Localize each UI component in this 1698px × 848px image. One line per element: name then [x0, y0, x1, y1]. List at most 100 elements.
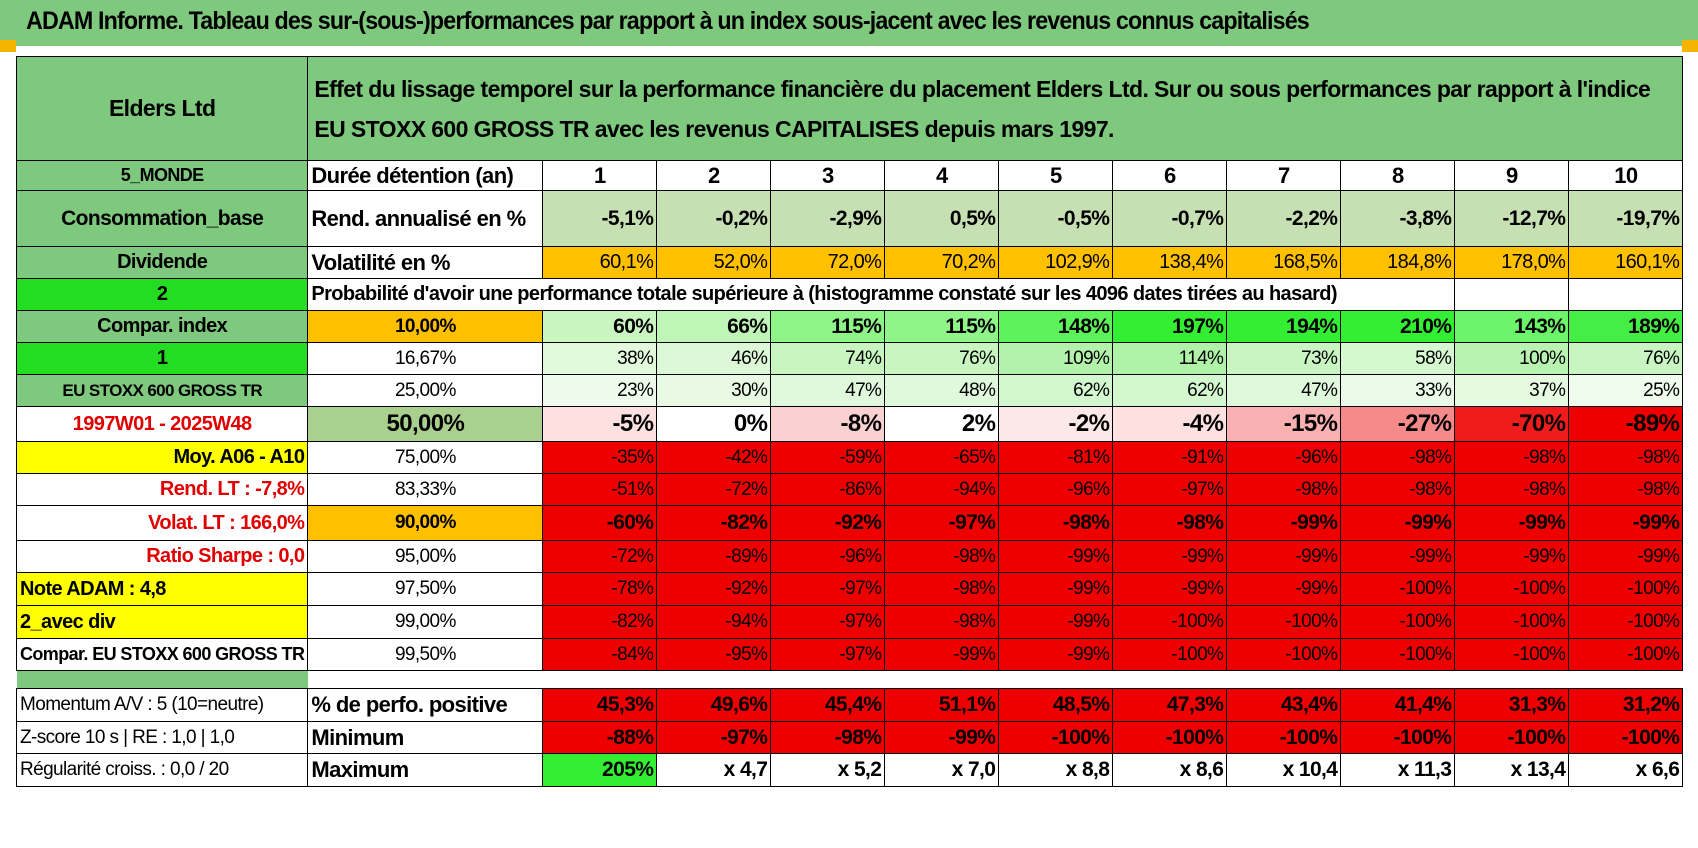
bottom-value: -98%: [770, 721, 886, 754]
vol-value: 168,5%: [1226, 246, 1342, 279]
quantile-value: -60%: [542, 505, 658, 541]
quantile-value: -100%: [1340, 572, 1456, 606]
quantile-level: 16,67%: [307, 342, 544, 375]
quantile-value: 109%: [998, 342, 1114, 375]
quantile-level: 75,00%: [307, 441, 544, 474]
vol-value: 72,0%: [770, 246, 886, 279]
empty-cell: [1454, 278, 1570, 311]
quantile-value: -99%: [998, 638, 1114, 671]
year-header: 6: [1112, 160, 1228, 191]
quantile-value: 62%: [1112, 374, 1228, 407]
year-header: 7: [1226, 160, 1342, 191]
quantile-value: -97%: [884, 505, 1000, 541]
quantile-value: -98%: [1568, 441, 1684, 474]
period-label: 1997W01 - 2025W48: [15, 406, 309, 442]
quantile-value: -100%: [1112, 638, 1228, 671]
quantile-value: -2%: [998, 406, 1114, 442]
bottom-value: -100%: [1454, 721, 1570, 754]
bottom-row-label: Minimum: [307, 721, 544, 754]
quantile-level: 99,00%: [307, 605, 544, 639]
quantile-value: -97%: [770, 605, 886, 639]
quantile-value: -96%: [770, 540, 886, 573]
quantile-value: 74%: [770, 342, 886, 375]
quantile-value: -99%: [1340, 540, 1456, 573]
prob-caption-row: 2 Probabilité d'avoir une performance tot…: [15, 278, 1684, 311]
quantile-value: -100%: [1568, 638, 1684, 671]
quantile-value: -100%: [1568, 605, 1684, 639]
quantile-value: 73%: [1226, 342, 1342, 375]
quantile-level: 90,00%: [307, 505, 544, 541]
quantile-value: -99%: [884, 638, 1000, 671]
quantile-value: -59%: [770, 441, 886, 474]
rend-value: -19,7%: [1568, 190, 1684, 247]
bottom-value: -97%: [656, 721, 772, 754]
quantile-value: -97%: [770, 638, 886, 671]
performance-table: Elders Ltd Effet du lissage temporel sur …: [15, 56, 1684, 787]
bottom-value: -100%: [1112, 721, 1228, 754]
quantile-value: -95%: [656, 638, 772, 671]
bottom-value: x 11,3: [1340, 753, 1456, 787]
year-header: 3: [770, 160, 886, 191]
quantile-value: 60%: [542, 310, 658, 343]
quantile-value: 66%: [656, 310, 772, 343]
bottom-row-label: % de perfo. positive: [307, 688, 544, 722]
rend-value: 0,5%: [884, 190, 1000, 247]
quantile-value: 197%: [1112, 310, 1228, 343]
bottom-row: Régularité croiss. : 0,0 / 20 Maximum 205%…: [15, 753, 1684, 787]
quantile-value: -78%: [542, 572, 658, 606]
region-label: 5_MONDE: [15, 160, 309, 191]
quantile-value: -70%: [1454, 406, 1570, 442]
quantile-value: -96%: [1226, 441, 1342, 474]
bottom-row: Z-score 10 s | RE : 1,0 | 1,0 Minimum -88%…: [15, 721, 1684, 754]
quantile-row: Compar. index 10,00% 60% 66% 115% 115% 148% 197…: [15, 310, 1684, 343]
quantile-value: 37%: [1454, 374, 1570, 407]
compar-full-label: Compar. EU STOXX 600 GROSS TR: [15, 638, 309, 671]
quantile-value: 25%: [1568, 374, 1684, 407]
title-row: Elders Ltd Effet du lissage temporel sur …: [15, 56, 1684, 161]
quantile-value: 76%: [1568, 342, 1684, 375]
quantile-value: -98%: [1340, 473, 1456, 506]
bottom-value: 47,3%: [1112, 688, 1228, 722]
index-name: EU STOXX 600 GROSS TR: [15, 374, 309, 407]
sector-label: Consommation_base: [15, 190, 309, 247]
description: Effet du lissage temporel sur la perform…: [307, 56, 1684, 161]
quantile-value: -99%: [1454, 505, 1570, 541]
quantile-value: 38%: [542, 342, 658, 375]
quantile-value: -98%: [884, 605, 1000, 639]
rend-value: -0,7%: [1112, 190, 1228, 247]
quantile-level: 25,00%: [307, 374, 544, 407]
note-adam-label: Note ADAM : 4,8: [15, 572, 309, 606]
holding-duration-label: Durée détention (an): [307, 160, 544, 191]
quantile-value: 23%: [542, 374, 658, 407]
quantile-value: 76%: [884, 342, 1000, 375]
corner-marker-left: [0, 40, 16, 52]
quantile-value: 58%: [1340, 342, 1456, 375]
vol-value: 102,9%: [998, 246, 1114, 279]
quantile-value: 46%: [656, 342, 772, 375]
bottom-value: x 4,7: [656, 753, 772, 787]
quantile-value: 194%: [1226, 310, 1342, 343]
gap-row: [16, 670, 1683, 689]
quantile-value: -82%: [542, 605, 658, 639]
quantile-value: 100%: [1454, 342, 1570, 375]
quantile-value: -99%: [998, 572, 1114, 606]
quantile-value: 143%: [1454, 310, 1570, 343]
report-title: ADAM Informe. Tableau des sur-(sous-)per…: [26, 7, 1310, 35]
quantile-value: -99%: [998, 605, 1114, 639]
year-header: 10: [1568, 160, 1684, 191]
vol-value: 60,1%: [542, 246, 658, 279]
quantile-value: 62%: [998, 374, 1114, 407]
quantile-value: -99%: [1568, 505, 1684, 541]
bottom-value: 31,2%: [1568, 688, 1684, 722]
prob-caption: Probabilité d'avoir une performance tota…: [307, 278, 1455, 311]
bottom-row-label: Maximum: [307, 753, 544, 787]
quantile-row: Ratio Sharpe : 0,0 95,00% -72% -89% -96% -98%…: [15, 540, 1684, 573]
vol-label: Volatilité en %: [307, 246, 544, 279]
quantile-row: Volat. LT : 166,0% 90,00% -60% -82% -92% -97%…: [15, 505, 1684, 541]
gap-cell: [16, 670, 308, 689]
quantile-value: 148%: [998, 310, 1114, 343]
quantile-value: -99%: [1226, 540, 1342, 573]
report-title-bar: ADAM Informe. Tableau des sur-(sous-)per…: [0, 0, 1698, 46]
rend-label: Rend. annualisé en %: [307, 190, 544, 247]
bottom-left-label: Z-score 10 s | RE : 1,0 | 1,0: [15, 721, 309, 754]
